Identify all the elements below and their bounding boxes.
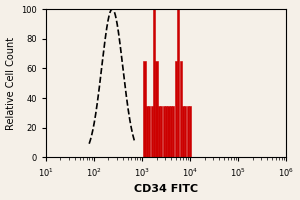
Bar <box>148 106 150 157</box>
Bar <box>151 106 153 157</box>
Bar <box>165 106 167 157</box>
Bar <box>182 106 184 157</box>
Bar <box>170 106 172 157</box>
Bar <box>175 61 177 157</box>
Bar <box>172 106 174 157</box>
Bar <box>160 106 162 157</box>
Bar <box>143 61 146 157</box>
Bar <box>184 106 187 157</box>
Bar <box>158 106 160 157</box>
Y-axis label: Relative Cell Count: Relative Cell Count <box>6 37 16 130</box>
Bar <box>187 106 189 157</box>
Bar <box>146 106 148 157</box>
Bar <box>179 61 182 157</box>
Bar <box>155 61 158 157</box>
Bar <box>163 106 165 157</box>
X-axis label: CD34 FITC: CD34 FITC <box>134 184 198 194</box>
Bar <box>189 106 191 157</box>
Bar <box>167 106 169 157</box>
Bar <box>177 9 179 157</box>
Bar <box>153 9 155 157</box>
